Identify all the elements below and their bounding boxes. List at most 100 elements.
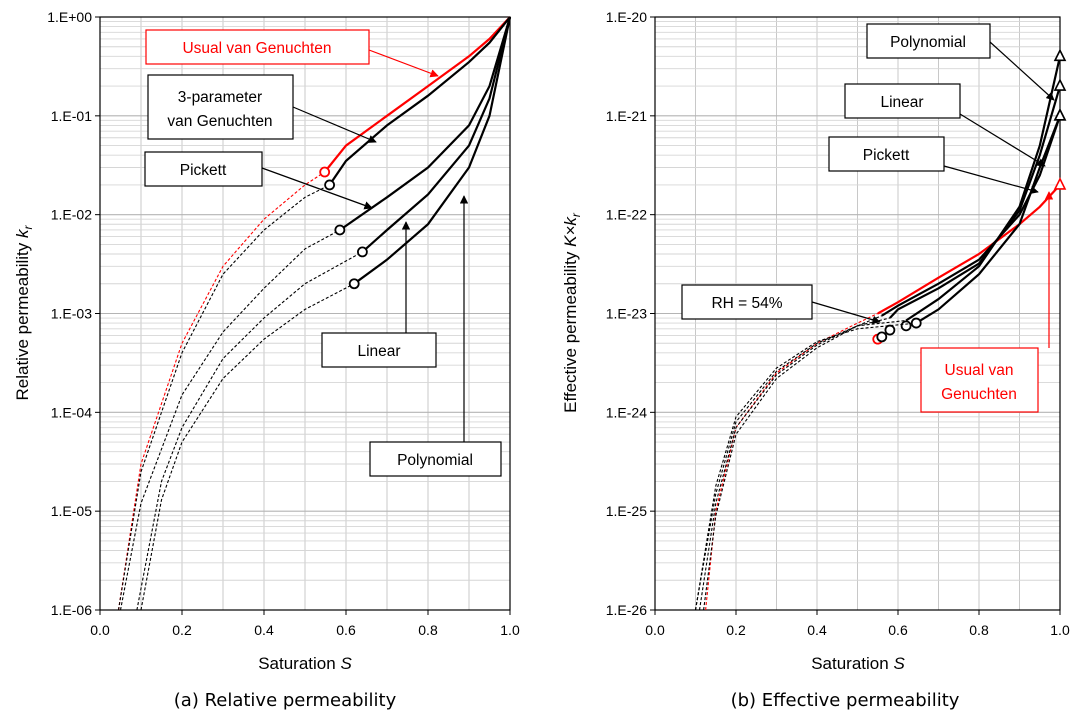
x-tick-label: 0.2 <box>172 622 192 638</box>
series-linear-marker <box>356 246 368 258</box>
series-usual-van-genuchten-extrapolated <box>117 171 326 611</box>
callout-arrow <box>261 167 373 210</box>
y-tick-label: 1.E-01 <box>51 108 92 124</box>
x-tick-label: 0.6 <box>336 622 356 638</box>
callout-label: Linear <box>880 94 923 111</box>
callout-label-line-2: Genuchten <box>941 386 1017 403</box>
series-polynomial-extrapolated <box>140 283 355 611</box>
callout-box <box>369 441 502 477</box>
panel-b-caption: (b) Effective permeability <box>731 690 960 711</box>
series-polynomial <box>353 16 512 285</box>
series-3-parameter-van-genuchten-extrapolated <box>694 322 917 611</box>
panel-a-ticks: 0.0 0.2 0.4 0.6 0.8 1.0 1.E-06 1.E-05 1.E-04 1.E-… <box>47 9 520 638</box>
callout-arrow <box>811 301 881 324</box>
callout-label: Polynomial <box>397 452 473 469</box>
callout-polynomial: Polynomial <box>369 195 502 477</box>
panel-b-y-axis-label: Effective permeability K×kr <box>561 212 583 413</box>
callout-box <box>321 332 437 368</box>
y-tick-label: 1.E-21 <box>606 108 647 124</box>
panel-b-effective-permeability: 0.0 0.2 0.4 0.6 0.8 1.0 1.E-26 1.E-25 1.E-24 1.E-… <box>561 9 1070 711</box>
callout-usual-van-genuchten-b: Usual van Genuchten <box>920 191 1054 413</box>
x-tick-label: 0.8 <box>969 622 989 638</box>
series-usual-van-genuchten-marker <box>319 166 331 178</box>
y-tick-label: 1.E-22 <box>606 207 647 223</box>
y-tick-label: 1.E-23 <box>606 306 647 322</box>
callout-pickett-b: Pickett <box>828 136 1039 195</box>
y-tick-label: 1.E-25 <box>606 503 647 519</box>
callout-pickett: Pickett <box>144 151 373 210</box>
y-tick-label: 1.E-20 <box>606 9 647 25</box>
y-tick-label: 1.E-26 <box>606 602 647 618</box>
y-tick-label: 1.E-06 <box>51 602 92 618</box>
series-linear-extrapolated <box>136 251 363 611</box>
x-tick-label: 0.6 <box>888 622 908 638</box>
series-linear <box>889 85 1062 319</box>
y-tick-label: 1.E-03 <box>51 306 92 322</box>
y-tick-label: 1.E-05 <box>51 503 92 519</box>
x-tick-label: 0.2 <box>726 622 746 638</box>
callout-arrow <box>959 113 1046 167</box>
callout-arrow <box>292 106 377 143</box>
series-usual-van-genuchten <box>323 16 511 173</box>
series-linear <box>361 16 512 253</box>
callout-linear-b: Linear <box>844 83 1046 167</box>
series-usual-van-genuchten-end-marker <box>1053 177 1067 190</box>
panel-b-ticks: 0.0 0.2 0.4 0.6 0.8 1.0 1.E-26 1.E-25 1.E-24 1.E-… <box>606 9 1070 638</box>
panel-a-y-axis-label: Relative permeability kr <box>13 224 35 400</box>
callout-label: Pickett <box>863 147 910 164</box>
callout-box <box>828 136 945 172</box>
callout-linear: Linear <box>321 221 437 368</box>
series-linear-end-marker <box>1053 78 1067 91</box>
series-3-parameter-van-genuchten <box>328 16 511 186</box>
callout-label: Polynomial <box>890 34 966 51</box>
callout-label: Pickett <box>180 162 227 179</box>
x-tick-label: 1.0 <box>500 622 520 638</box>
series-polynomial-marker <box>348 278 360 290</box>
x-tick-label: 0.8 <box>418 622 438 638</box>
y-tick-label: 1.E-02 <box>51 207 92 223</box>
callout-label-line-1: 3-parameter <box>178 89 262 106</box>
x-tick-label: 0.0 <box>645 622 665 638</box>
callout-box <box>920 347 1039 413</box>
series-pickett <box>881 115 1062 317</box>
series-linear-marker <box>884 324 896 336</box>
series-3-parameter-van-genuchten-marker <box>910 317 922 329</box>
series-usual-van-genuchten <box>877 184 1061 315</box>
y-tick-label: 1.E+00 <box>47 9 92 25</box>
series-3-parameter-van-genuchten-end-marker <box>1053 108 1067 121</box>
x-tick-label: 0.0 <box>90 622 110 638</box>
callout-arrow <box>368 49 439 78</box>
series-polynomial <box>905 56 1062 322</box>
callout-3-parameter-van-genuchten: 3-parameter van Genuchten <box>147 74 377 143</box>
series-polynomial-marker <box>900 320 912 332</box>
series-3-parameter-van-genuchten-extrapolated <box>117 184 330 611</box>
callout-box <box>866 23 991 59</box>
series-polynomial-end-marker <box>1053 48 1067 62</box>
callout-arrow <box>943 165 1039 195</box>
callout-polynomial-b: Polynomial <box>866 23 1055 101</box>
panel-a-x-axis-label: Saturation S <box>258 654 352 673</box>
series-pickett-marker <box>334 224 346 236</box>
callout-arrow <box>989 41 1055 101</box>
callout-label: Linear <box>357 343 400 360</box>
panel-b-series <box>694 48 1067 611</box>
callout-box <box>844 83 961 119</box>
panel-a-grid <box>100 17 510 610</box>
callout-box <box>147 74 294 140</box>
callout-box <box>145 29 370 65</box>
panel-a-series <box>117 16 512 611</box>
series-usual-van-genuchten-extrapolated <box>705 313 879 611</box>
panel-a-caption: (a) Relative permeability <box>174 690 397 711</box>
series-pickett-marker <box>876 331 888 343</box>
callout-rh: RH = 54% <box>681 284 881 324</box>
callout-box <box>681 284 813 320</box>
callout-label-line-2: van Genuchten <box>167 113 272 130</box>
x-tick-label: 0.4 <box>254 622 274 638</box>
callout-usual-van-genuchten: Usual van Genuchten <box>145 29 439 78</box>
series-pickett-extrapolated <box>119 229 341 611</box>
callout-box <box>144 151 263 187</box>
y-tick-label: 1.E-24 <box>606 404 647 420</box>
series-3-parameter-van-genuchten-marker <box>324 179 336 191</box>
y-tick-label: 1.E-04 <box>51 404 92 420</box>
